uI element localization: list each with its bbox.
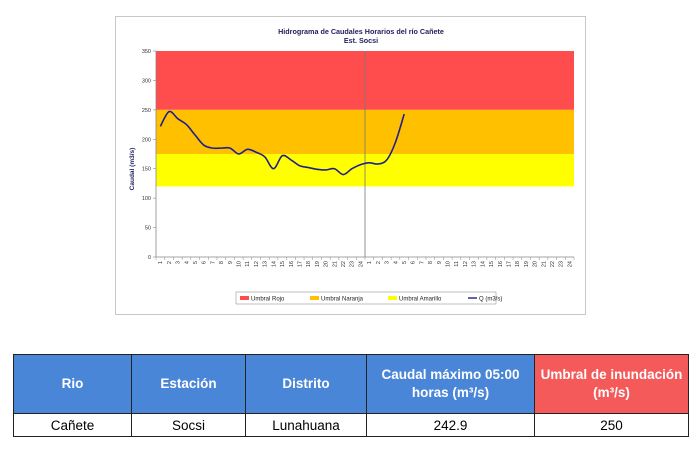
x-tick-label: 1 [367, 261, 373, 264]
x-tick-label: 8 [219, 261, 225, 264]
x-tick-label: 21 [541, 261, 547, 267]
x-tick-label: 17 [297, 261, 303, 267]
x-tick-label: 23 [350, 261, 356, 267]
y-tick-label: 350 [142, 49, 151, 55]
y-ticks: 0 50 100 150 200 250 300 350 [142, 49, 156, 261]
y-tick-label: 100 [142, 196, 151, 202]
x-tick-label: 16 [289, 261, 295, 267]
hydrograph-chart: Hidrograma de Caudales Horarios del río … [129, 27, 575, 305]
cell-caudal-maximo: 242.9 [366, 413, 535, 437]
x-tick-label: 9 [437, 261, 443, 264]
x-tick-label: 22 [341, 261, 347, 267]
x-tick-label: 4 [393, 261, 399, 264]
chart-legend: Umbral Rojo Umbral Naranja Umbral Amarillo… [235, 291, 502, 305]
y-tick-label: 150 [142, 167, 151, 173]
y-tick-label: 50 [145, 226, 151, 232]
series-lines [159, 110, 405, 176]
x-tick-label: 2 [167, 261, 173, 264]
x-tick-label: 12 [463, 261, 469, 267]
x-tick-label: 14 [271, 261, 277, 267]
x-ticks: 1 2 3 4 5 6 7 8 9 10 11 12 13 14 15 16 17 18 19 20 21 22 23 24 1… [155, 257, 575, 267]
cell-umbral-inundacion: 250 [534, 413, 689, 437]
legend-label: Umbral Amarillo [399, 296, 442, 302]
x-tick-label: 19 [524, 261, 530, 267]
cell-distrito: Lunahuana [245, 413, 367, 437]
header-caudal-maximo: Caudal máximo 05:00 horas (m³/s) [366, 354, 535, 414]
x-tick-label: 6 [202, 261, 208, 264]
x-tick-label: 9 [228, 261, 234, 264]
chart-frame: Hidrograma de Caudales Horarios del río … [115, 16, 586, 315]
x-tick-label: 11 [454, 261, 460, 267]
station-info-table: Rio Estación Distrito Caudal máximo 05:0… [13, 354, 689, 437]
x-tick-label: 5 [402, 261, 408, 264]
cell-estacion: Socsi [131, 413, 246, 437]
cell-rio: Cañete [13, 413, 132, 437]
header-umbral-inundacion: Umbral de inundación (m³/s) [534, 354, 689, 414]
x-tick-label: 1 [158, 261, 164, 264]
y-tick-label: 250 [142, 108, 151, 114]
x-tick-label: 18 [515, 261, 521, 267]
x-tick-label: 7 [210, 261, 216, 264]
x-tick-label: 11 [245, 261, 251, 267]
x-tick-label: 10 [237, 261, 243, 267]
legend-box [235, 291, 497, 305]
y-axis-label: Caudal (m3/s) [129, 148, 136, 191]
chart-subtitle: Est. Socsi [344, 36, 378, 45]
x-tick-label: 18 [306, 261, 312, 267]
legend-label: Umbral Naranja [321, 296, 364, 302]
x-tick-label: 24 [567, 261, 573, 267]
x-tick-label: 13 [263, 261, 269, 267]
x-tick-label: 20 [324, 261, 330, 267]
x-tick-label: 16 [498, 261, 504, 267]
x-tick-label: 15 [280, 261, 286, 267]
x-tick-label: 21 [332, 261, 338, 267]
x-tick-label: 22 [550, 261, 556, 267]
legend-swatch [388, 296, 397, 300]
table-row: Cañete Socsi Lunahuana 242.9 250 [13, 413, 689, 437]
header-estacion: Estación [131, 354, 246, 414]
x-tick-label: 13 [472, 261, 478, 267]
legend-label: Q (m3/s) [479, 296, 502, 302]
x-tick-label: 4 [184, 261, 190, 264]
table-header-row: Rio Estación Distrito Caudal máximo 05:0… [13, 354, 689, 414]
x-tick-label: 15 [489, 261, 495, 267]
y-tick-label: 300 [142, 78, 151, 84]
legend-swatch [310, 296, 319, 300]
header-rio: Rio [13, 354, 132, 414]
chart-title: Hidrograma de Caudales Horarios del río … [278, 27, 444, 36]
x-tick-label: 23 [559, 261, 565, 267]
x-tick-label: 3 [385, 261, 391, 264]
legend-label: Umbral Rojo [251, 296, 285, 302]
x-tick-label: 10 [446, 261, 452, 267]
y-tick-label: 0 [148, 255, 151, 261]
x-tick-label: 5 [193, 261, 199, 264]
x-tick-label: 2 [376, 261, 382, 264]
x-tick-label: 7 [419, 261, 425, 264]
x-tick-label: 14 [480, 261, 486, 267]
x-tick-label: 19 [315, 261, 321, 267]
x-tick-label: 3 [176, 261, 182, 264]
x-tick-label: 8 [428, 261, 434, 264]
x-tick-label: 6 [411, 261, 417, 264]
legend-swatch [240, 296, 249, 300]
x-tick-label: 24 [358, 261, 364, 267]
x-tick-label: 12 [254, 261, 260, 267]
header-distrito: Distrito [245, 354, 367, 414]
x-tick-label: 20 [533, 261, 539, 267]
y-tick-label: 200 [142, 137, 151, 143]
x-tick-label: 17 [506, 261, 512, 267]
